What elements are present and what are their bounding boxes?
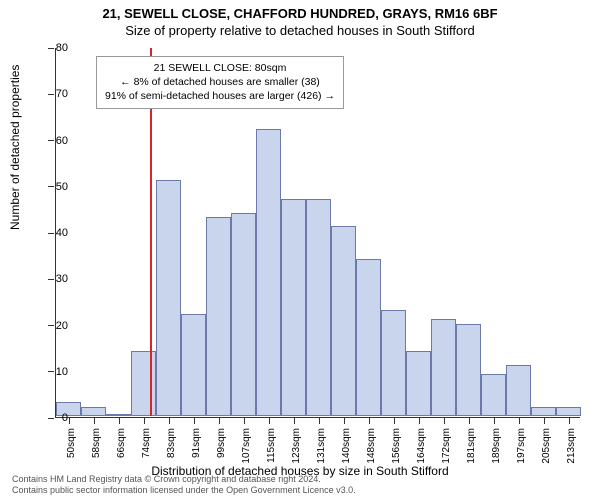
histogram-bar [481, 374, 506, 416]
histogram-bar [306, 199, 331, 416]
x-tick [269, 418, 270, 424]
x-tick [94, 418, 95, 424]
histogram-bar [206, 217, 231, 416]
y-tick-label: 60 [38, 135, 68, 147]
histogram-bar [431, 319, 456, 416]
histogram-bar [81, 407, 106, 416]
chart-area: 50sqm58sqm66sqm74sqm83sqm91sqm99sqm107sq… [55, 48, 580, 418]
histogram-bar [506, 365, 531, 416]
chart-title-line1: 21, SEWELL CLOSE, CHAFFORD HUNDRED, GRAY… [0, 0, 600, 21]
histogram-bar [281, 199, 306, 416]
x-tick-label: 172sqm [441, 428, 452, 464]
x-tick-label: 74sqm [141, 428, 152, 458]
x-tick [469, 418, 470, 424]
x-tick [244, 418, 245, 424]
x-tick [119, 418, 120, 424]
plot-area: 50sqm58sqm66sqm74sqm83sqm91sqm99sqm107sq… [55, 48, 580, 418]
histogram-bar [231, 213, 256, 417]
x-tick-label: 107sqm [241, 428, 252, 464]
x-tick-label: 181sqm [466, 428, 477, 464]
x-tick-label: 115sqm [266, 428, 277, 463]
x-tick [194, 418, 195, 424]
histogram-bar [381, 310, 406, 416]
x-tick-label: 148sqm [366, 428, 377, 464]
histogram-bar [156, 180, 181, 416]
x-tick-label: 131sqm [316, 428, 327, 464]
x-tick-label: 164sqm [416, 428, 427, 464]
histogram-bar [456, 324, 481, 417]
histogram-bar [131, 351, 156, 416]
histogram-bar [356, 259, 381, 416]
x-tick [444, 418, 445, 424]
histogram-bar [556, 407, 581, 416]
y-tick-label: 50 [38, 181, 68, 193]
x-tick-label: 140sqm [341, 428, 352, 464]
x-tick-label: 123sqm [291, 428, 302, 464]
y-tick-label: 30 [38, 273, 68, 285]
x-tick [169, 418, 170, 424]
x-tick [369, 418, 370, 424]
x-tick [69, 418, 70, 424]
histogram-bar [406, 351, 431, 416]
annotation-box: 21 SEWELL CLOSE: 80sqm← 8% of detached h… [96, 56, 344, 109]
x-tick [144, 418, 145, 424]
footer-line2: Contains public sector information licen… [12, 485, 356, 496]
x-tick [494, 418, 495, 424]
x-tick-label: 50sqm [66, 428, 77, 458]
x-tick-label: 66sqm [116, 428, 127, 458]
histogram-bar [256, 129, 281, 416]
annotation-line1: 21 SEWELL CLOSE: 80sqm [105, 61, 335, 75]
x-tick-label: 197sqm [516, 428, 527, 464]
x-tick [219, 418, 220, 424]
y-tick-label: 10 [38, 366, 68, 378]
x-tick [294, 418, 295, 424]
annotation-line3: 91% of semi-detached houses are larger (… [105, 89, 335, 103]
x-tick [544, 418, 545, 424]
y-tick-label: 40 [38, 227, 68, 239]
y-tick-label: 0 [38, 412, 68, 424]
histogram-bar [331, 226, 356, 416]
x-tick-label: 58sqm [91, 428, 102, 458]
histogram-bar [106, 414, 131, 416]
x-tick [419, 418, 420, 424]
x-tick-label: 83sqm [166, 428, 177, 458]
footer-attribution: Contains HM Land Registry data © Crown c… [12, 474, 356, 496]
footer-line1: Contains HM Land Registry data © Crown c… [12, 474, 356, 485]
y-tick-label: 20 [38, 320, 68, 332]
x-tick-label: 189sqm [491, 428, 502, 464]
histogram-bar [181, 314, 206, 416]
x-tick [519, 418, 520, 424]
x-tick-label: 205sqm [541, 428, 552, 464]
x-tick [569, 418, 570, 424]
histogram-bar [531, 407, 556, 416]
y-tick-label: 70 [38, 88, 68, 100]
y-tick-label: 80 [38, 42, 68, 54]
x-tick-label: 91sqm [191, 428, 202, 458]
x-tick [394, 418, 395, 424]
chart-title-line2: Size of property relative to detached ho… [0, 21, 600, 38]
x-tick-label: 156sqm [391, 428, 402, 464]
x-tick-label: 99sqm [216, 428, 227, 458]
x-tick [344, 418, 345, 424]
x-tick-label: 213sqm [566, 428, 577, 464]
y-axis-label: Number of detached properties [8, 65, 22, 230]
x-tick [319, 418, 320, 424]
annotation-line2: ← 8% of detached houses are smaller (38) [105, 75, 335, 89]
